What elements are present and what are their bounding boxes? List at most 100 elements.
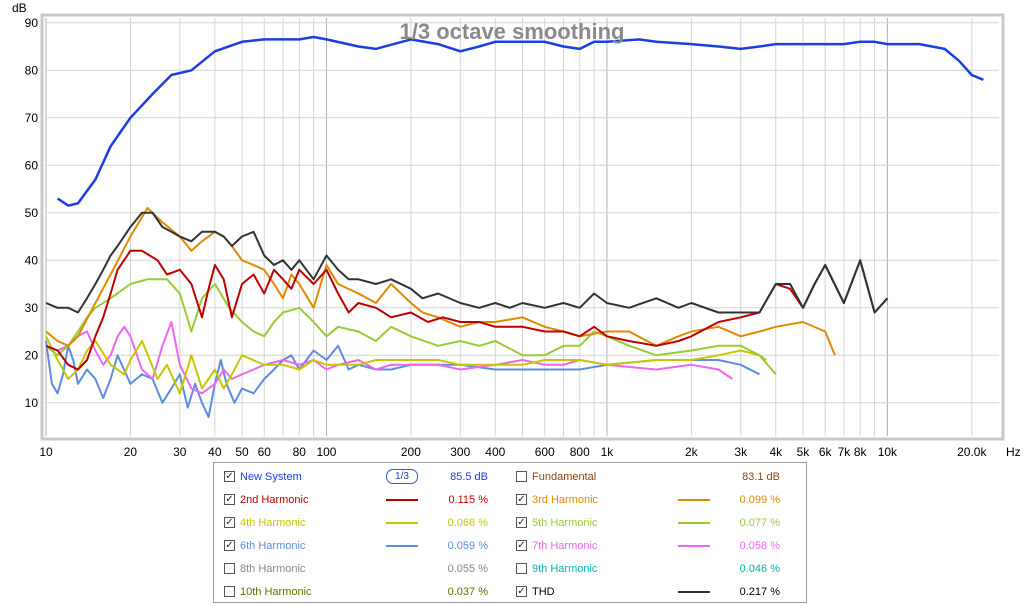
legend-item-2nd-harmonic: ✓ 2nd Harmonic 0.115 %	[224, 491, 504, 509]
legend-swatch	[678, 545, 710, 547]
legend-item-4th-harmonic: ✓ 4th Harmonic 0.068 %	[224, 514, 504, 532]
x-tick-label: 800	[570, 445, 590, 459]
legend-label: 2nd Harmonic	[240, 494, 309, 506]
legend-item-fundamental: Fundamental 83.1 dB	[516, 468, 796, 486]
legend-swatch	[678, 522, 710, 524]
legend-swatch	[678, 591, 710, 593]
legend-checkbox[interactable]	[224, 586, 235, 597]
legend-swatch	[386, 545, 418, 547]
legend-checkbox[interactable]: ✓	[516, 586, 527, 597]
legend-label: 6th Harmonic	[240, 540, 306, 552]
x-tick-label: 2k	[685, 445, 699, 459]
series-line-5th-harmonic	[45, 278, 777, 375]
legend-checkbox[interactable]	[516, 471, 527, 482]
legend-value: 0.055 %	[447, 563, 488, 575]
grid	[45, 18, 999, 436]
x-tick-label: 3k	[734, 445, 748, 459]
x-tick-label: 5k	[797, 445, 811, 459]
y-axis-label: dB	[12, 1, 27, 15]
series-line-thd	[45, 211, 889, 314]
x-tick-label: 40	[208, 445, 222, 459]
legend-value: 83.1 dB	[742, 471, 780, 483]
legend-label: 3rd Harmonic	[532, 494, 599, 506]
x-tick-label: 20	[124, 445, 138, 459]
legend-checkbox[interactable]: ✓	[224, 540, 235, 551]
series-line-4th-harmonic	[45, 335, 767, 395]
series-line-new-system	[56, 35, 984, 207]
x-axis: 10 20 30 40 50 60 80 100 200 300 400 600 800 1k 2k 3k 4k…	[39, 445, 987, 459]
legend-checkbox[interactable]	[224, 563, 235, 574]
legend-value: 0.217 %	[739, 586, 780, 598]
x-tick-label: 10k	[878, 445, 898, 459]
x-tick-label: 30	[173, 445, 187, 459]
x-tick-label: 100	[316, 445, 336, 459]
y-tick-label: 10	[25, 396, 39, 410]
legend-label: 9th Harmonic	[532, 563, 598, 575]
legend-value: 0.059 %	[447, 540, 488, 552]
series-line-2nd-harmonic	[45, 249, 889, 371]
series-line-3rd-harmonic	[45, 207, 836, 356]
y-tick-label: 80	[25, 63, 39, 77]
legend-label: 8th Harmonic	[240, 563, 306, 575]
y-tick-label: 30	[25, 301, 39, 315]
series-line-7th-harmonic	[45, 321, 733, 395]
x-tick-label: 20.0k	[957, 445, 987, 459]
legend-label: 7th Harmonic	[532, 540, 598, 552]
chart-title: 1/3 octave smoothing	[400, 19, 625, 44]
x-tick-label: 6k	[819, 445, 833, 459]
x-tick-label: 600	[535, 445, 555, 459]
x-tick-label: 7k	[838, 445, 852, 459]
legend-item-10th-harmonic: 10th Harmonic 0.037 %	[224, 583, 504, 601]
series-line-6th-harmonic	[45, 340, 760, 418]
x-tick-label: 8k	[854, 445, 868, 459]
legend-swatch	[386, 522, 418, 524]
legend-item-new-system: ✓ New System 1/3 85.5 dB	[224, 468, 504, 486]
legend-item-thd: ✓ THD 0.217 %	[516, 583, 796, 601]
legend-item-8th-harmonic: 8th Harmonic 0.055 %	[224, 560, 504, 578]
legend-value: 0.037 %	[447, 586, 488, 598]
x-tick-label: 50	[235, 445, 249, 459]
y-tick-label: 90	[25, 16, 39, 30]
x-tick-label: 80	[293, 445, 307, 459]
series-layer	[45, 35, 984, 418]
x-tick-label: 4k	[769, 445, 783, 459]
legend-label: 10th Harmonic	[240, 586, 312, 598]
x-tick-label: 60	[258, 445, 272, 459]
y-tick-label: 40	[25, 253, 39, 267]
legend-item-9th-harmonic: 9th Harmonic 0.046 %	[516, 560, 796, 578]
legend-value: 85.5 dB	[450, 471, 488, 483]
legend-item-6th-harmonic: ✓ 6th Harmonic 0.059 %	[224, 537, 504, 555]
legend-checkbox[interactable]	[516, 563, 527, 574]
y-tick-label: 70	[25, 111, 39, 125]
legend-swatch	[678, 499, 710, 501]
legend-label: New System	[240, 471, 302, 483]
legend-panel: ✓ New System 1/3 85.5 dB Fundamental 83.1 dB ✓…	[213, 462, 807, 603]
legend-value: 0.046 %	[739, 563, 780, 575]
legend-checkbox[interactable]: ✓	[516, 540, 527, 551]
legend-value: 0.115 %	[448, 494, 488, 506]
legend-swatch	[386, 499, 418, 501]
legend-item-3rd-harmonic: ✓ 3rd Harmonic 0.099 %	[516, 491, 796, 509]
x-tick-label: 10	[39, 445, 53, 459]
x-tick-label: 300	[450, 445, 470, 459]
legend-label: 5th Harmonic	[532, 517, 598, 529]
legend-label: 4th Harmonic	[240, 517, 306, 529]
legend-label: Fundamental	[532, 471, 597, 483]
y-tick-label: 20	[25, 348, 39, 362]
legend-value: 0.068 %	[447, 517, 488, 529]
x-axis-unit: Hz	[1006, 445, 1021, 459]
y-tick-label: 60	[25, 158, 39, 172]
legend-checkbox[interactable]: ✓	[224, 471, 235, 482]
legend-checkbox[interactable]: ✓	[516, 494, 527, 505]
legend-label: THD	[532, 586, 555, 598]
y-axis: 10 20 30 40 50 60 70 80 90	[25, 16, 39, 410]
legend-checkbox[interactable]: ✓	[224, 517, 235, 528]
legend-value: 0.058 %	[739, 540, 780, 552]
x-tick-label: 1k	[601, 445, 615, 459]
legend-checkbox[interactable]: ✓	[224, 494, 235, 505]
legend-checkbox[interactable]: ✓	[516, 517, 527, 528]
smoothing-button[interactable]: 1/3	[386, 469, 418, 484]
legend-item-7th-harmonic: ✓ 7th Harmonic 0.058 %	[516, 537, 796, 555]
legend-item-5th-harmonic: ✓ 5th Harmonic 0.077 %	[516, 514, 796, 532]
legend-value: 0.077 %	[739, 517, 780, 529]
